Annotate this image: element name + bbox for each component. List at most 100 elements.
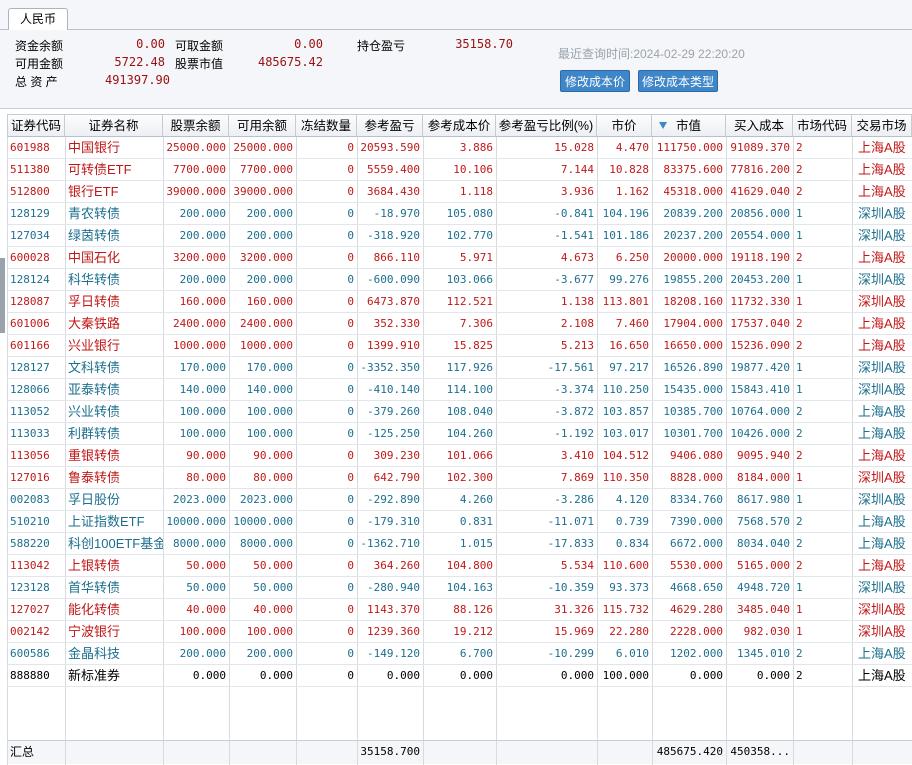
table-cell: 深圳A股 [858, 382, 906, 397]
table-cell: 3684.430 [367, 185, 420, 198]
column-header[interactable]: 买入成本 [726, 114, 793, 137]
table-cell: 4668.650 [670, 581, 723, 594]
table-cell: 11732.330 [730, 295, 790, 308]
column-header[interactable]: 参考盈亏 [357, 114, 423, 137]
table-cell: 511380 [10, 163, 50, 176]
row-line [7, 290, 912, 291]
table-cell: -17.561 [547, 361, 594, 374]
table-cell: 123128 [10, 581, 50, 594]
edit-cost-type-button[interactable]: 修改成本类型 [638, 70, 718, 92]
table-cell: 金晶科技 [68, 646, 121, 661]
table-cell: 0.000 [259, 669, 293, 682]
grid-line [793, 137, 794, 765]
table-cell: 16650.000 [663, 339, 723, 352]
table-cell: 20237.200 [663, 229, 723, 242]
table-cell: 16.650 [609, 339, 649, 352]
column-header[interactable]: 参考成本价 [423, 114, 496, 137]
table-cell: 200.000 [179, 273, 226, 286]
table-cell: 866.110 [373, 251, 420, 264]
column-header[interactable]: 证券名称 [65, 114, 163, 137]
table-cell: 0.000 [386, 669, 420, 682]
table-cell: 90.000 [253, 449, 293, 462]
table-cell: 3.936 [560, 185, 594, 198]
currency-tab[interactable]: 人民币 [8, 8, 68, 30]
table-cell: -3352.350 [360, 361, 420, 374]
table-cell: 上海A股 [858, 184, 906, 199]
row-line [7, 312, 912, 313]
table-cell: 200.000 [246, 273, 293, 286]
table-cell: 91089.370 [730, 141, 790, 154]
table-cell: -10.299 [547, 647, 594, 660]
table-cell: 0.834 [615, 537, 649, 550]
table-cell: 4948.720 [737, 581, 790, 594]
table-cell: 88.126 [453, 603, 493, 616]
summary-value: 35158.70 [455, 37, 513, 51]
table-cell: 20453.200 [730, 273, 790, 286]
summary-label: 持仓盈亏 [357, 39, 406, 53]
table-cell: 352.330 [373, 317, 420, 330]
table-cell: 112.521 [446, 295, 493, 308]
table-cell: 7700.000 [240, 163, 293, 176]
sort-indicator[interactable] [659, 122, 667, 129]
row-line [7, 422, 912, 423]
column-header[interactable]: 参考盈亏比例(%) [496, 114, 597, 137]
grid-line [793, 741, 794, 764]
side-grip[interactable] [0, 258, 5, 333]
table-cell: 40.000 [253, 603, 293, 616]
table-cell: 新标准券 [68, 668, 121, 683]
row-line [7, 576, 912, 577]
table-cell: 上海A股 [858, 514, 906, 529]
table-cell: 6672.000 [670, 537, 723, 550]
column-header[interactable]: 市场代码 [793, 114, 852, 137]
table-cell: 600586 [10, 647, 50, 660]
table-cell: 上海A股 [858, 558, 906, 573]
table-cell: 5.213 [560, 339, 594, 352]
table-cell: 8000.000 [173, 537, 226, 550]
table-cell: 002083 [10, 493, 50, 506]
column-header[interactable]: 市值 [652, 114, 726, 137]
table-cell: 19877.420 [730, 361, 790, 374]
table-cell: 2023.000 [173, 493, 226, 506]
edit-cost-button[interactable]: 修改成本价 [560, 70, 630, 92]
table-cell: 39000.000 [166, 185, 226, 198]
table-cell: -3.872 [554, 405, 594, 418]
table-cell: 2400.000 [173, 317, 226, 330]
table-cell: 15.028 [554, 141, 594, 154]
table-cell: 10.828 [609, 163, 649, 176]
table-cell: 0.000 [689, 669, 723, 682]
table-cell: 0 [347, 471, 354, 484]
table-cell: 104.260 [446, 427, 493, 440]
grid-line [652, 137, 653, 765]
table-cell: 9406.080 [670, 449, 723, 462]
table-cell: 1399.910 [367, 339, 420, 352]
column-header[interactable]: 市价 [597, 114, 652, 137]
table-cell: 深圳A股 [858, 492, 906, 507]
table-cell: -179.310 [367, 515, 420, 528]
table-cell: -149.120 [367, 647, 420, 660]
table-cell: 25000.000 [233, 141, 293, 154]
table-cell: 41629.040 [730, 185, 790, 198]
table-cell: 中国银行 [68, 140, 121, 155]
summary-cell: 485675.420 [656, 745, 723, 758]
table-cell: 15435.000 [663, 383, 723, 396]
table-cell: 1 [796, 361, 803, 374]
table-cell: 2 [796, 251, 803, 264]
grid-line [357, 137, 358, 765]
table-cell: 1 [796, 581, 803, 594]
table-cell: 2400.000 [240, 317, 293, 330]
column-header[interactable]: 冻结数量 [296, 114, 357, 137]
column-header[interactable]: 交易市场 [852, 114, 912, 137]
row-line [7, 664, 912, 665]
table-cell: 银行ETF [68, 184, 119, 199]
table-cell: 128129 [10, 207, 50, 220]
grid-line [597, 137, 598, 765]
summary-panel [0, 0, 912, 109]
table-cell: 6.250 [615, 251, 649, 264]
column-header[interactable]: 证券代码 [7, 114, 65, 137]
table-cell: 103.857 [602, 405, 649, 418]
row-line [7, 444, 912, 445]
table-cell: 0.000 [192, 669, 226, 682]
table-cell: 深圳A股 [858, 602, 906, 617]
column-header[interactable]: 股票余额 [163, 114, 229, 137]
column-header[interactable]: 可用余额 [229, 114, 296, 137]
